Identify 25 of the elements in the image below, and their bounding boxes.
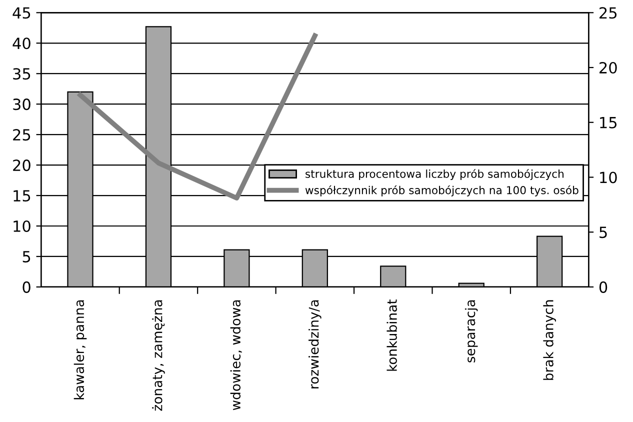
- y2-tick-label: 20: [600, 62, 617, 74]
- y-tick-label: 40: [12, 38, 30, 50]
- y-tick-label: 5: [22, 251, 30, 263]
- y-tick-label: 25: [13, 129, 30, 141]
- y-tick-label: 0: [22, 281, 30, 293]
- y-tick-label: 20: [13, 160, 30, 172]
- legend-label: współczynnik prób samobójczych na 100 tys. osób: [305, 185, 578, 196]
- y2-tick-label: 15: [600, 117, 617, 128]
- y2-tick-label: 5: [600, 226, 607, 238]
- y2-tick-label: 10: [600, 172, 617, 184]
- x-tick-label: konkubinat: [386, 299, 397, 371]
- legend-label: struktura procentowa liczby prób samobójczych: [306, 169, 564, 180]
- y2-tick-label: 25: [600, 7, 617, 19]
- x-tick-label: rozwiedziny/a: [308, 300, 322, 388]
- y-tick-label: 35: [13, 68, 30, 80]
- x-tick-label: kawaler, panna: [74, 300, 87, 400]
- x-tick-label: brak danych: [543, 300, 556, 380]
- y-tick-label: 30: [13, 98, 30, 110]
- x-tick-label: separacja: [464, 300, 478, 362]
- x-tick-label: żonaty, zamężna: [152, 300, 165, 411]
- y2-tick-label: 0: [599, 281, 608, 293]
- y-tick-label: 45: [12, 7, 30, 19]
- y-tick-label: 10: [14, 220, 30, 232]
- x-tick-label: wdowiec, wdowa: [230, 300, 242, 410]
- y-tick-label: 15: [14, 190, 30, 202]
